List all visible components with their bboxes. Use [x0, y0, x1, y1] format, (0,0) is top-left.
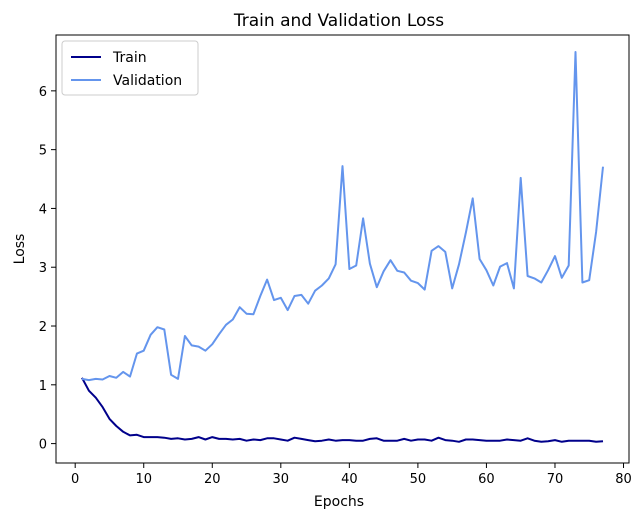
plot-area: [81, 51, 604, 443]
y-axis-label: Loss: [12, 234, 28, 265]
x-tick-label: 80: [615, 472, 632, 487]
y-tick-label: 4: [39, 202, 47, 217]
x-axis-label: Epochs: [314, 494, 364, 510]
y-axis: 0 1 2 3 4 5 6: [39, 85, 56, 453]
legend: Train Validation: [61, 40, 199, 96]
legend-label-train: Train: [112, 50, 147, 66]
chart-title: Train and Validation Loss: [233, 11, 444, 31]
y-tick-label: 2: [39, 320, 47, 335]
x-axis: 0 10 20 30 40 50 60 70 80: [71, 463, 632, 487]
x-tick-label: 20: [204, 472, 221, 487]
legend-label-validation: Validation: [113, 73, 182, 89]
y-tick-label: 6: [39, 85, 47, 100]
y-tick-label: 1: [39, 379, 47, 394]
series-line-train: [81, 377, 604, 443]
x-tick-label: 50: [410, 472, 427, 487]
x-tick-label: 70: [547, 472, 564, 487]
y-tick-label: 3: [39, 261, 47, 276]
x-tick-label: 40: [341, 472, 358, 487]
x-tick-label: 30: [273, 472, 290, 487]
x-tick-label: 0: [71, 472, 79, 487]
series-line-validation: [81, 51, 604, 382]
legend-box: [61, 40, 199, 96]
plot-frame: [55, 34, 630, 464]
x-tick-label: 10: [135, 472, 152, 487]
y-tick-label: 0: [39, 438, 47, 453]
y-tick-label: 5: [39, 144, 47, 159]
x-tick-label: 60: [478, 472, 495, 487]
